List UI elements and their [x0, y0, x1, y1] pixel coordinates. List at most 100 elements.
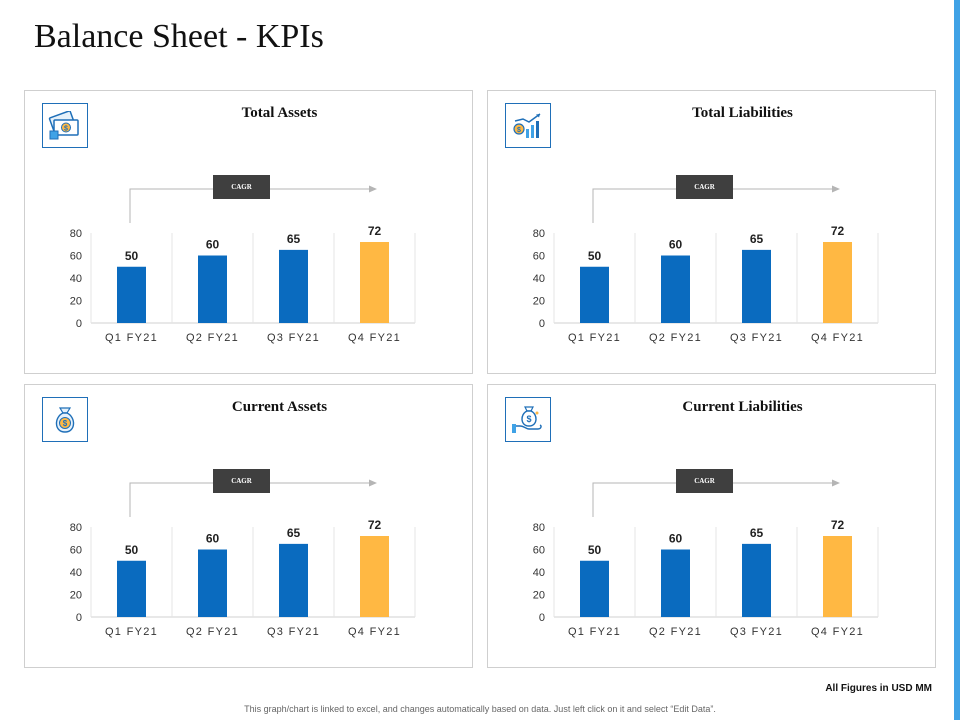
data-label: 72 [831, 224, 845, 238]
cagr-arrow-head [832, 479, 840, 487]
panel-title: Current Assets [231, 399, 328, 415]
bar [823, 536, 852, 617]
bar [279, 543, 308, 617]
x-tick-label: Q4 FY21 [348, 626, 401, 638]
page-title: Balance Sheet - KPIs [34, 18, 324, 55]
y-tick-label: 0 [76, 612, 82, 624]
y-tick-label: 80 [70, 522, 82, 534]
hand-money-bag-icon: $ [505, 397, 551, 442]
x-tick-label: Q2 FY21 [186, 626, 239, 638]
y-tick-label: 0 [76, 318, 82, 330]
x-tick-label: Q2 FY21 [649, 332, 702, 344]
data-label: 65 [750, 526, 764, 540]
x-tick-label: Q3 FY21 [730, 332, 783, 344]
data-label: 65 [750, 232, 764, 246]
figures-footnote: All Figures in USD MM [825, 683, 932, 694]
x-tick-label: Q1 FY21 [568, 332, 621, 344]
x-tick-label: Q1 FY21 [105, 626, 158, 638]
data-label: 60 [669, 238, 683, 252]
y-tick-label: 40 [533, 567, 545, 579]
data-label: 60 [206, 532, 220, 546]
data-label: 50 [588, 249, 602, 263]
cagr-arrow-head [369, 479, 377, 487]
data-label: 65 [287, 232, 301, 246]
bar [117, 560, 146, 617]
x-tick-label: Q4 FY21 [348, 332, 401, 344]
x-tick-label: Q3 FY21 [267, 332, 320, 344]
y-tick-label: 20 [533, 296, 545, 308]
y-tick-label: 60 [533, 545, 545, 557]
y-tick-label: 40 [70, 273, 82, 285]
cagr-arrow-head [369, 185, 377, 193]
money-bag-icon: $ [42, 397, 88, 442]
x-tick-label: Q3 FY21 [267, 626, 320, 638]
cagr-connector [129, 188, 213, 223]
bar [823, 242, 852, 323]
panel-title: Total Liabilities [692, 105, 793, 121]
svg-text:$: $ [63, 419, 68, 428]
data-label: 50 [125, 543, 139, 557]
cagr-arrow-head [832, 185, 840, 193]
money-bills-icon: $ [42, 103, 88, 148]
bar [360, 242, 389, 323]
y-tick-label: 20 [70, 296, 82, 308]
kpi-panel-current-liabilities: $ Current Liabilities CAGR 0 20 40 60 80 50 Q1… [487, 384, 936, 668]
bar [198, 549, 227, 617]
bar [742, 543, 771, 617]
bar [661, 255, 690, 323]
bar [661, 549, 690, 617]
growth-chart-icon: $ [505, 103, 551, 148]
kpi-panel-total-liabilities: $ Total Liabilities CAGR 0 20 40 60 80 50 Q1 F… [487, 90, 936, 374]
data-label: 50 [588, 543, 602, 557]
kpi-panel-current-assets: $ Current Assets CAGR 0 20 40 60 80 50 Q1 FY21… [24, 384, 473, 668]
x-tick-label: Q1 FY21 [105, 332, 158, 344]
svg-text:$: $ [64, 125, 68, 132]
cagr-badge: CAGR [676, 175, 733, 199]
cagr-connector [592, 188, 676, 223]
y-tick-label: 40 [70, 567, 82, 579]
bar-chart: 0 20 40 60 80 50 Q1 FY21 60 Q2 FY21 65 Q3 FY21 72 Q4… [533, 185, 879, 344]
data-label: 72 [368, 224, 382, 238]
y-tick-label: 60 [70, 545, 82, 557]
data-label: 50 [125, 249, 139, 263]
data-label: 60 [206, 238, 220, 252]
bar [198, 255, 227, 323]
x-tick-label: Q4 FY21 [811, 332, 864, 344]
disclaimer-text: This graph/chart is linked to excel, and… [244, 704, 716, 714]
bar [360, 536, 389, 617]
y-tick-label: 60 [70, 251, 82, 263]
y-tick-label: 0 [539, 612, 545, 624]
bar-chart: 0 20 40 60 80 50 Q1 FY21 60 Q2 FY21 65 Q3 FY21 72 Q4… [533, 479, 879, 638]
x-tick-label: Q1 FY21 [568, 626, 621, 638]
x-tick-label: Q3 FY21 [730, 626, 783, 638]
y-tick-label: 20 [533, 590, 545, 602]
y-tick-label: 80 [533, 522, 545, 534]
y-tick-label: 80 [533, 228, 545, 240]
right-accent-bar [954, 0, 960, 720]
y-tick-label: 20 [70, 590, 82, 602]
svg-text:$: $ [517, 127, 521, 134]
panel-title: Total Assets [241, 105, 318, 121]
panel-title: Current Liabilities [682, 399, 803, 415]
y-tick-label: 80 [70, 228, 82, 240]
kpi-panel-total-assets: $ Total Assets CAGR 0 20 40 60 80 50 Q1 FY21 60… [24, 90, 473, 374]
x-tick-label: Q2 FY21 [186, 332, 239, 344]
bar [580, 560, 609, 617]
bar [580, 266, 609, 323]
cagr-badge: CAGR [676, 469, 733, 493]
y-tick-label: 0 [539, 318, 545, 330]
bar-chart: 0 20 40 60 80 50 Q1 FY21 60 Q2 FY21 65 Q3 FY21 72 Q4… [70, 479, 416, 638]
cagr-connector [129, 482, 213, 517]
x-tick-label: Q4 FY21 [811, 626, 864, 638]
data-label: 72 [368, 518, 382, 532]
svg-text:$: $ [526, 414, 531, 424]
bar-chart: 0 20 40 60 80 50 Q1 FY21 60 Q2 FY21 65 Q3 FY21 72 Q4… [70, 185, 416, 344]
data-label: 65 [287, 526, 301, 540]
cagr-badge: CAGR [213, 175, 270, 199]
data-label: 72 [831, 518, 845, 532]
bar [279, 249, 308, 323]
cagr-connector [592, 482, 676, 517]
y-tick-label: 40 [533, 273, 545, 285]
y-tick-label: 60 [533, 251, 545, 263]
bar [742, 249, 771, 323]
